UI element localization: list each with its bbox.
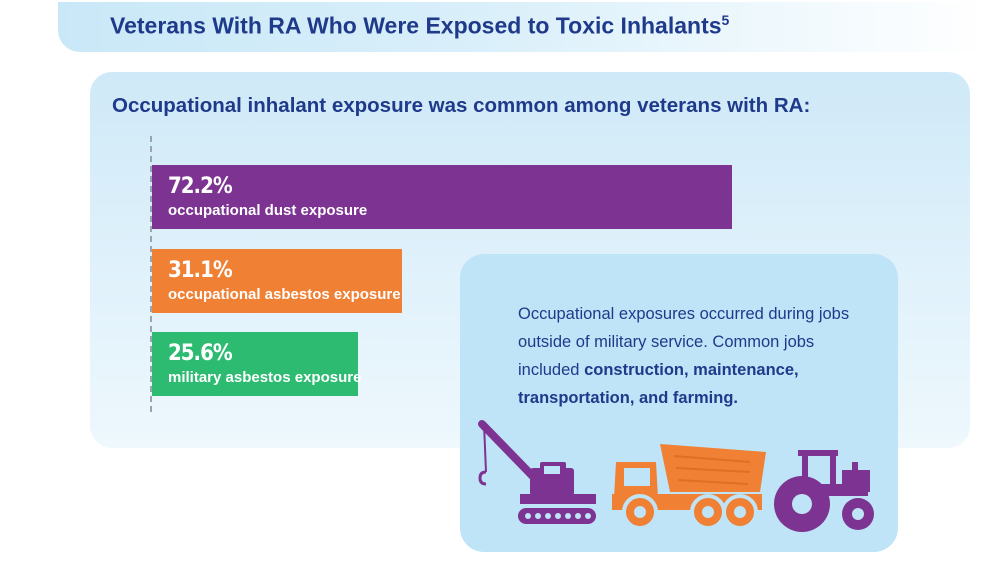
bar-1: 72.2% occupational dust exposure xyxy=(152,165,732,229)
info-text-plain: Occupational exposures occurred during j… xyxy=(518,305,850,379)
dump-truck-icon xyxy=(612,444,766,530)
bar-value-label: 25.6% xyxy=(168,341,233,366)
bar-category-label: military asbestos exposure xyxy=(168,369,362,386)
bar-category-label: occupational dust exposure xyxy=(168,202,368,219)
crane-icon xyxy=(478,420,596,524)
title-footnote-superscript: 5 xyxy=(721,12,730,28)
title-text: Veterans With RA Who Were Exposed to Tox… xyxy=(110,12,722,39)
chart-subtitle: Occupational inhalant exposure was commo… xyxy=(112,94,811,117)
chart-axis-line xyxy=(150,136,152,412)
bar-2: 31.1% occupational asbestos exposure xyxy=(152,249,402,313)
page-title: Veterans With RA Who Were Exposed to Tox… xyxy=(110,12,729,40)
bar-category-label: occupational asbestos exposure xyxy=(168,286,401,303)
title-banner xyxy=(58,2,988,52)
tractor-icon xyxy=(774,450,874,532)
bar-value-label: 31.1% xyxy=(168,258,233,283)
bar-value-label: 72.2% xyxy=(168,174,233,199)
info-text: Occupational exposures occurred during j… xyxy=(518,300,878,412)
bar-3: 25.6% military asbestos exposure xyxy=(152,332,362,396)
info-text-bold: construction, maintenance, transportatio… xyxy=(518,361,799,407)
